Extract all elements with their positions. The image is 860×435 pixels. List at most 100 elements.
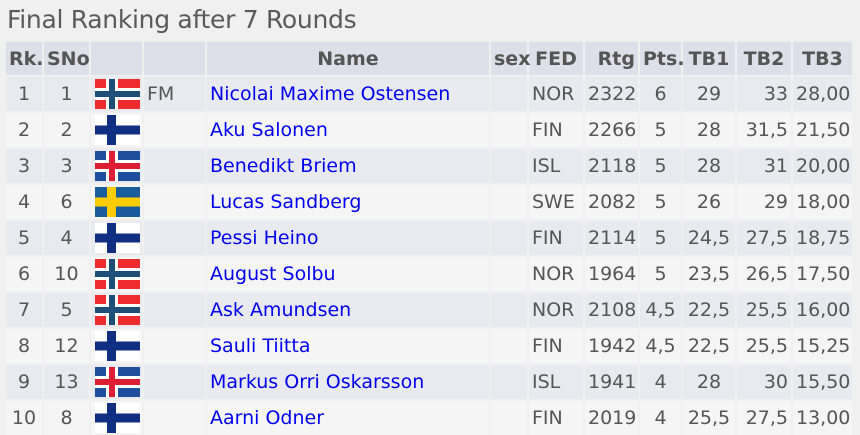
points: 4 [639, 399, 683, 435]
sex [490, 363, 529, 400]
start-number: 2 [43, 111, 91, 148]
player-title [143, 327, 207, 364]
tb3: 16,00 [792, 291, 854, 328]
tb3: 20,00 [792, 147, 854, 184]
tb2: 29 [736, 183, 793, 220]
start-number: 12 [43, 327, 91, 364]
tb1: 24,5 [682, 219, 737, 256]
player-title [143, 111, 207, 148]
sex [490, 75, 529, 112]
start-number: 1 [43, 75, 91, 112]
rating: 2118 [584, 147, 640, 184]
col-fed: FED [528, 42, 585, 76]
player-title: FM [143, 75, 207, 112]
flag-nor-icon [90, 255, 144, 292]
player-name-link[interactable]: Lucas Sandberg [210, 191, 362, 213]
table-row: 3 3 Benedikt Briem ISL 2118 5 28 31 20,0… [6, 147, 854, 184]
flag-nor-icon [90, 75, 144, 112]
rank: 1 [6, 75, 44, 112]
flag-fin-icon [90, 219, 144, 256]
points: 4,5 [639, 291, 683, 328]
tb1: 25,5 [682, 399, 737, 435]
tb2: 25,5 [736, 291, 793, 328]
player-title [143, 183, 207, 220]
player-name-link[interactable]: Sauli Tiitta [210, 335, 311, 357]
tb2: 31,5 [736, 111, 793, 148]
col-tb2: TB2 [736, 42, 793, 76]
player-name-link[interactable]: Ask Amundsen [210, 299, 352, 321]
flag-isl-icon [90, 363, 144, 400]
rating: 2108 [584, 291, 640, 328]
table-row: 2 2 Aku Salonen FIN 2266 5 28 31,5 21,50 [6, 111, 854, 148]
tb3: 21,50 [792, 111, 854, 148]
table-row: 4 6 Lucas Sandberg SWE 2082 5 26 29 18,0… [6, 183, 854, 220]
player-title [143, 147, 207, 184]
col-rtg: Rtg [584, 42, 640, 76]
rating: 1942 [584, 327, 640, 364]
col-name: Name [206, 42, 491, 76]
federation: NOR [528, 75, 585, 112]
player-name-link[interactable]: Aku Salonen [210, 119, 328, 141]
table-row: 7 5 Ask Amundsen NOR 2108 4,5 22,5 25,5 … [6, 291, 854, 328]
federation: ISL [528, 147, 585, 184]
start-number: 5 [43, 291, 91, 328]
tb1: 22,5 [682, 327, 737, 364]
tb2: 27,5 [736, 219, 793, 256]
player-name-link[interactable]: Aarni Odner [210, 407, 325, 429]
rank: 8 [6, 327, 44, 364]
sex [490, 147, 529, 184]
points: 6 [639, 75, 683, 112]
tb3: 13,00 [792, 399, 854, 435]
sex [490, 399, 529, 435]
flag-nor-icon [90, 291, 144, 328]
table-row: 8 12 Sauli Tiitta FIN 1942 4,5 22,5 25,5… [6, 327, 854, 364]
tb3: 28,00 [792, 75, 854, 112]
tb3: 18,75 [792, 219, 854, 256]
rating: 2114 [584, 219, 640, 256]
rank: 9 [6, 363, 44, 400]
col-flag [90, 42, 144, 76]
points: 4,5 [639, 327, 683, 364]
page-title: Final Ranking after 7 Rounds [7, 5, 357, 34]
federation: FIN [528, 219, 585, 256]
col-tb3: TB3 [792, 42, 854, 76]
rating: 1964 [584, 255, 640, 292]
ranking-table: Rk. SNo Name sex FED Rtg Pts. TB1 TB2 TB… [6, 42, 854, 435]
player-title [143, 255, 207, 292]
rating: 1941 [584, 363, 640, 400]
start-number: 8 [43, 399, 91, 435]
rank: 3 [6, 147, 44, 184]
col-pts: Pts. [639, 42, 685, 76]
start-number: 13 [43, 363, 91, 400]
sex [490, 111, 529, 148]
player-name-link[interactable]: Markus Orri Oskarsson [210, 371, 425, 393]
rating: 2019 [584, 399, 640, 435]
tb1: 28 [682, 147, 737, 184]
sex [490, 291, 529, 328]
col-rank: Rk. [6, 42, 44, 76]
table-row: 9 13 Markus Orri Oskarsson ISL 1941 4 28… [6, 363, 854, 400]
flag-fin-icon [90, 327, 144, 364]
tb1: 28 [682, 111, 737, 148]
flag-isl-icon [90, 147, 144, 184]
federation: FIN [528, 327, 585, 364]
table-row: 10 8 Aarni Odner FIN 2019 4 25,5 27,5 13… [6, 399, 854, 435]
tb2: 26,5 [736, 255, 793, 292]
col-sex: sex [490, 42, 530, 76]
player-name-link[interactable]: Nicolai Maxime Ostensen [210, 83, 451, 105]
start-number: 6 [43, 183, 91, 220]
col-title [143, 42, 207, 76]
col-sno: SNo [43, 42, 91, 76]
federation: NOR [528, 291, 585, 328]
flag-swe-icon [90, 183, 144, 220]
header-row: Rk. SNo Name sex FED Rtg Pts. TB1 TB2 TB… [6, 42, 854, 76]
player-title [143, 291, 207, 328]
player-name-link[interactable]: August Solbu [210, 263, 336, 285]
player-title [143, 219, 207, 256]
points: 5 [639, 219, 683, 256]
federation: SWE [528, 183, 585, 220]
player-name-link[interactable]: Benedikt Briem [210, 155, 357, 177]
tb1: 28 [682, 363, 737, 400]
points: 4 [639, 363, 683, 400]
player-name-link[interactable]: Pessi Heino [210, 227, 319, 249]
